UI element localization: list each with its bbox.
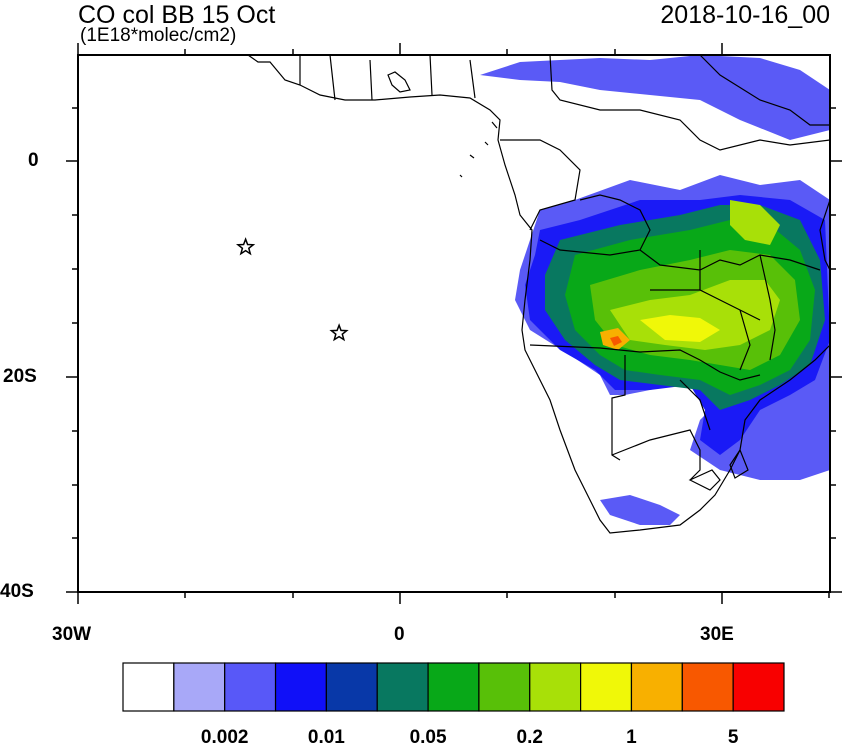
- colorbar-label: 0.002: [200, 727, 249, 748]
- star-marker: [235, 237, 256, 256]
- lat-tick-label: 20S: [3, 366, 37, 387]
- colorbar-swatch: [376, 662, 429, 712]
- co-yellowgreen-2: [730, 200, 780, 245]
- map-datetime: 2018-10-16_00: [660, 1, 830, 29]
- colorbar-swatch: [224, 662, 277, 712]
- gulf-islands: [459, 121, 498, 178]
- colorbar-label: 0.01: [307, 727, 345, 748]
- co-blue-south: [600, 495, 680, 525]
- star-marker: [329, 323, 349, 342]
- colorbar-swatch: [122, 662, 175, 712]
- country-borders: [299, 55, 830, 491]
- canary-shape: [387, 71, 411, 93]
- africa-coastline: [247, 55, 830, 534]
- madagascar-coast: [819, 199, 830, 271]
- coastline-layer: [247, 55, 830, 534]
- marker-layer: [235, 237, 349, 342]
- colorbar-swatch: [529, 662, 582, 712]
- colorbar-swatch: [732, 662, 785, 712]
- colorbar-swatch: [681, 662, 734, 712]
- colorbar-label: 1: [626, 727, 637, 748]
- colorbar-swatch: [274, 662, 327, 712]
- co-shading-layer: [480, 55, 830, 525]
- lat-tick-label: 40S: [0, 581, 34, 602]
- colorbar-swatch: [173, 662, 226, 712]
- map-units: (1E18*molec/cm2): [80, 25, 237, 46]
- lat-tick-label: 0: [28, 150, 39, 171]
- colorbar-label: 5: [727, 727, 739, 748]
- co-blue-north: [480, 55, 830, 140]
- colorbar-swatch: [325, 662, 378, 712]
- colorbar-swatch: [580, 662, 633, 712]
- colorbar-swatch: [427, 662, 480, 712]
- tick-marks: [66, 43, 842, 604]
- colorbar: [122, 662, 785, 712]
- colorbar-label: 0.05: [409, 727, 447, 748]
- colorbar-swatch: [630, 662, 683, 712]
- colorbar-swatch: [478, 662, 531, 712]
- africa-east-coast: [699, 55, 830, 126]
- map-title: CO col BB 15 Oct: [78, 1, 276, 29]
- co-yellow: [640, 315, 720, 342]
- lon-tick-label: 30E: [700, 624, 734, 645]
- colorbar-label: 0.2: [516, 727, 543, 748]
- lon-tick-label: 30W: [52, 624, 92, 645]
- co-red: [610, 336, 622, 346]
- co-yellowgreen: [610, 280, 780, 350]
- lon-tick-label: 0: [394, 624, 405, 645]
